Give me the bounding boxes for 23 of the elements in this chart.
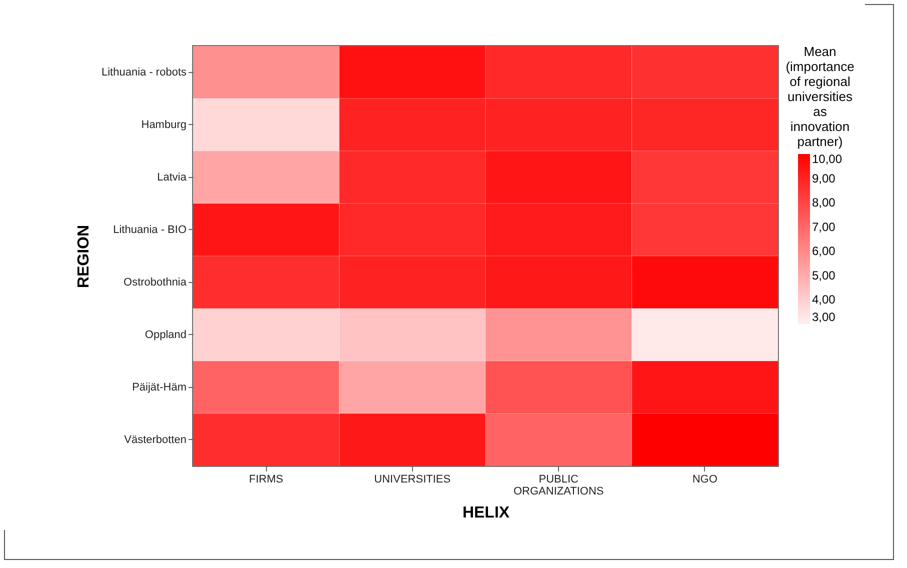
y-axis-title: REGION	[76, 224, 92, 288]
x-tick-label: NGO	[692, 474, 718, 486]
color-bar-label: 3,00	[812, 310, 836, 324]
x-tick-label: UNIVERSITIES	[374, 474, 451, 486]
y-tick-label: Latvia	[157, 171, 188, 184]
color-bar-label: 7,00	[812, 220, 836, 234]
x-axis-title: HELIX	[462, 504, 510, 522]
y-tick-label: Ostrobothnia	[124, 276, 188, 288]
y-tick-label: Lithuania - BIO	[113, 224, 187, 236]
y-tick-label: Västerbotten	[124, 434, 186, 446]
x-tick-label: FIRMS	[249, 474, 284, 486]
color-bar-label: 9,00	[812, 171, 836, 186]
y-tick-label: Hamburg	[141, 118, 186, 131]
legend-title: Mean (importance of regional universities as innovation partner)	[786, 44, 854, 149]
y-tick-label: Päijät-Häm	[132, 381, 186, 394]
color-bar-label: 5,00	[812, 268, 836, 282]
color-bar-label: 10,00	[812, 152, 842, 166]
x-tick-label: PUBLIC ORGANIZATIONS	[514, 474, 604, 498]
color-bar-label: 4,00	[812, 292, 836, 307]
color-bar-label: 8,00	[812, 196, 836, 210]
y-tick-label: Oppland	[144, 328, 186, 341]
y-tick-label: Lithuania - robots	[102, 66, 187, 78]
color-bar-label: 6,00	[812, 244, 836, 258]
